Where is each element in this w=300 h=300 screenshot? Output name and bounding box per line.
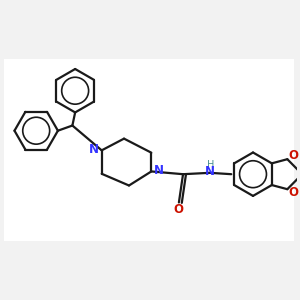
FancyBboxPatch shape <box>4 59 294 241</box>
Text: O: O <box>289 149 298 162</box>
Text: O: O <box>174 203 184 216</box>
Text: N: N <box>205 165 215 178</box>
Text: H: H <box>207 160 214 170</box>
Text: O: O <box>289 186 298 199</box>
Text: N: N <box>89 143 99 156</box>
Text: N: N <box>154 164 164 177</box>
